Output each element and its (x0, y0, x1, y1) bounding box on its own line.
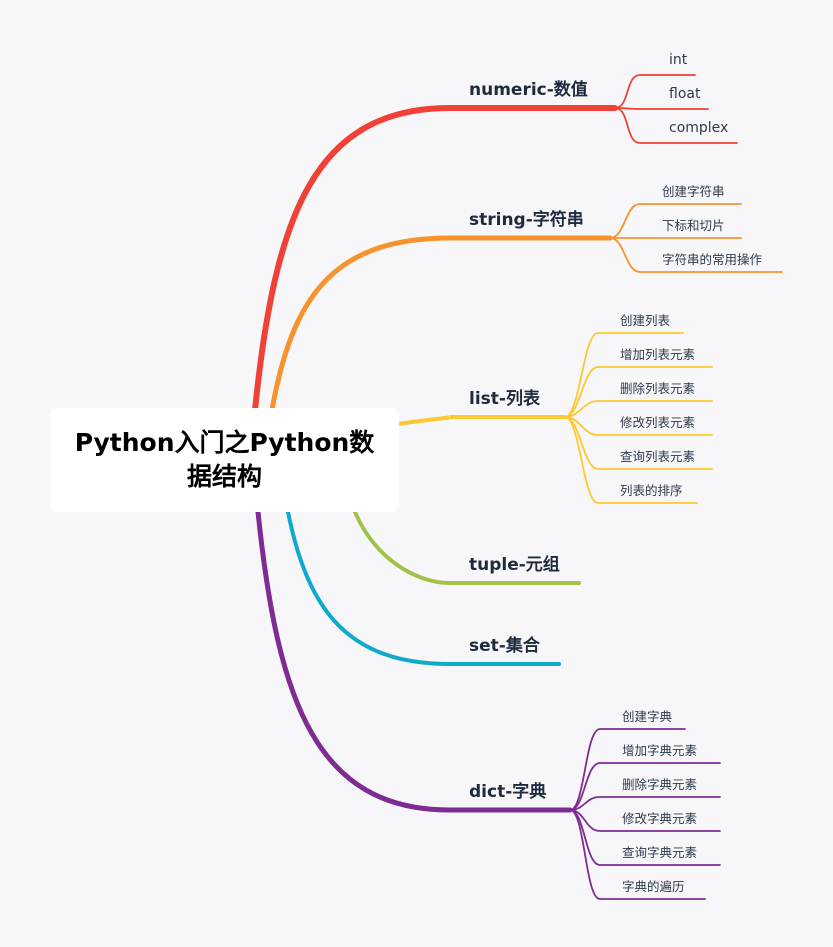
child-node[interactable]: 字典的遍历 (622, 879, 685, 894)
child-node[interactable]: 删除字典元素 (622, 777, 698, 792)
child-line (614, 107, 709, 110)
child-node[interactable]: float (669, 86, 701, 102)
child-line (569, 796, 721, 811)
root-node[interactable]: Python入门之Python数据结构 (50, 408, 399, 512)
child-node[interactable]: 下标和切片 (662, 218, 725, 233)
child-node[interactable]: 修改列表元素 (620, 415, 696, 430)
child-line (564, 400, 713, 418)
child-line (614, 74, 696, 109)
branch-node[interactable]: dict-字典 (469, 782, 547, 802)
child-node[interactable]: complex (669, 120, 729, 136)
child-line (609, 237, 783, 273)
branch-node[interactable]: list-列表 (469, 389, 540, 409)
child-node[interactable]: 创建字符串 (662, 184, 725, 199)
child-node[interactable]: 创建列表 (620, 313, 671, 328)
child-line (614, 107, 738, 144)
child-node[interactable]: 增加列表元素 (620, 347, 696, 362)
child-node[interactable]: 查询列表元素 (620, 449, 696, 464)
root-title: Python入门之Python数据结构 (74, 428, 375, 491)
branch-line-5 (255, 509, 573, 813)
child-line (569, 728, 686, 811)
branch-node[interactable]: tuple-元组 (469, 555, 560, 575)
branch-node[interactable]: string-字符串 (469, 210, 584, 230)
child-node[interactable]: 字符串的常用操作 (662, 252, 763, 267)
child-line (609, 203, 742, 239)
branch-line-0 (252, 105, 618, 413)
branch-line-1 (269, 235, 613, 413)
child-line (569, 762, 721, 811)
branch-node[interactable]: set-集合 (469, 636, 540, 656)
branch-line-4 (286, 510, 561, 666)
child-line (564, 366, 713, 418)
child-node[interactable]: 创建字典 (622, 709, 673, 724)
child-node[interactable]: 列表的排序 (620, 483, 683, 498)
child-line (569, 809, 706, 900)
child-line (564, 332, 684, 418)
child-node[interactable]: 查询字典元素 (622, 845, 698, 860)
branch-line-2 (396, 415, 567, 426)
branch-node[interactable]: numeric-数值 (469, 80, 588, 100)
child-node[interactable]: 修改字典元素 (622, 811, 698, 826)
child-node[interactable]: 删除列表元素 (620, 381, 696, 396)
child-line (564, 416, 698, 504)
branch-line-3 (353, 510, 581, 585)
child-node[interactable]: 增加字典元素 (622, 743, 698, 758)
child-node[interactable]: int (669, 52, 688, 68)
